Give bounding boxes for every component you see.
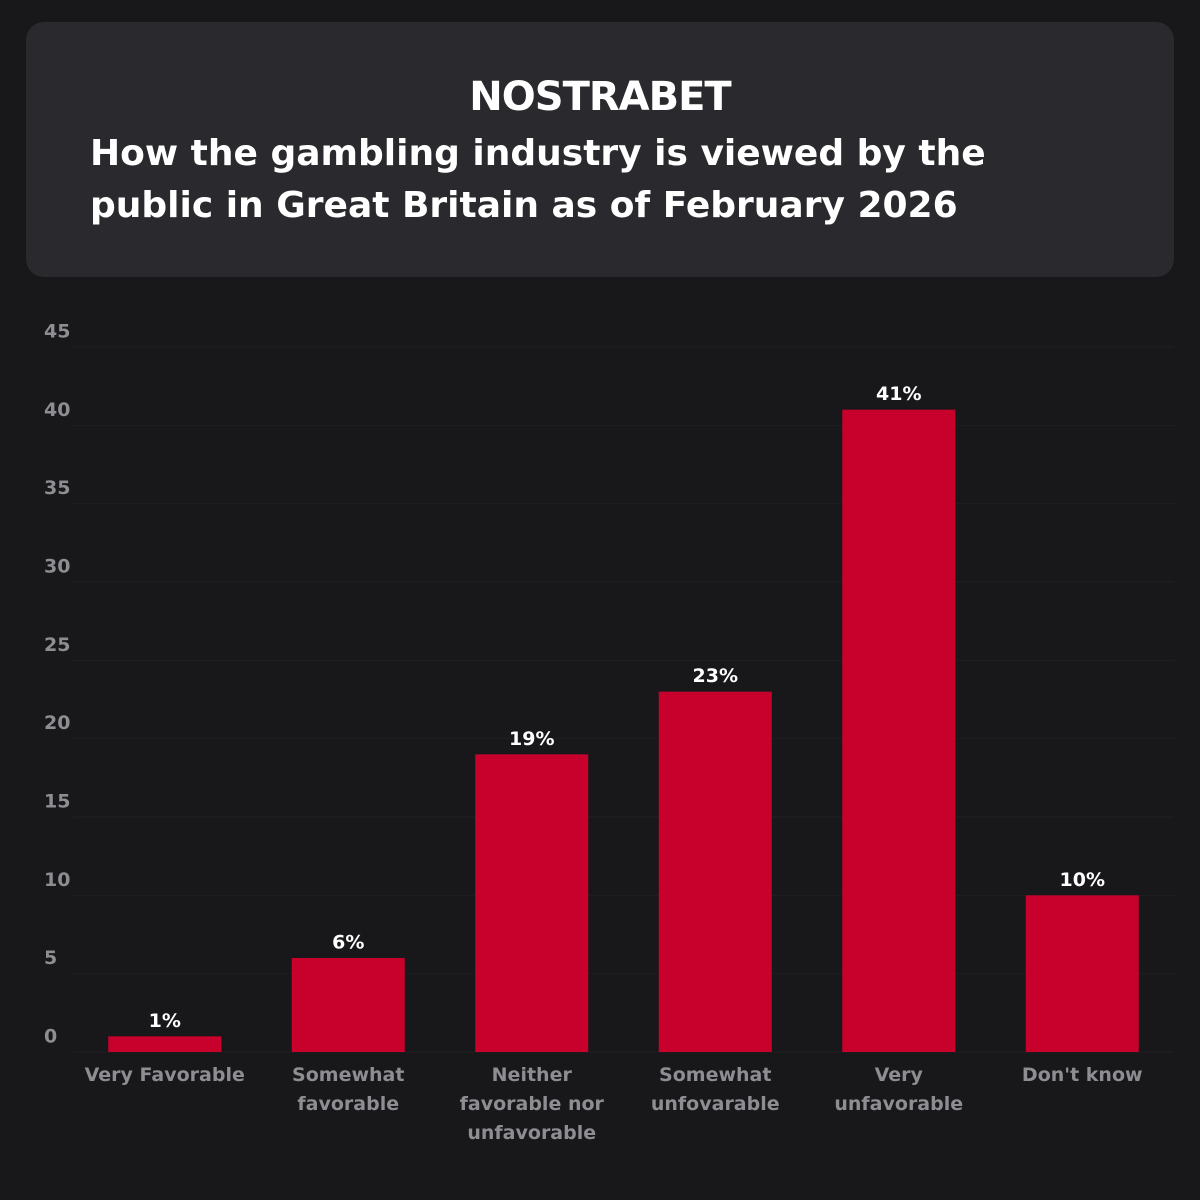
bar xyxy=(1025,895,1139,1052)
chart-title: How the gambling industry is viewed by t… xyxy=(90,133,986,226)
value-label: 10% xyxy=(1060,869,1105,891)
y-tick-label: 0 xyxy=(44,1026,57,1048)
x-tick-label: Very Favorable xyxy=(84,1064,245,1086)
brand-logo: NOSTRABET xyxy=(469,74,731,120)
y-tick-label: 15 xyxy=(44,791,70,813)
bar xyxy=(108,1036,222,1052)
y-tick-label: 20 xyxy=(44,712,70,734)
value-label: 6% xyxy=(332,932,364,954)
x-tick-label: Neither favorable nor unfavorable xyxy=(459,1064,604,1144)
bar xyxy=(842,409,956,1053)
y-tick-label: 40 xyxy=(44,399,70,421)
x-tick-label: Somewhat unfovarable xyxy=(650,1064,780,1115)
x-tick-label: Very unfavorable xyxy=(834,1064,964,1115)
value-label: 41% xyxy=(876,383,921,405)
bar xyxy=(475,754,589,1052)
value-label: 19% xyxy=(509,728,554,750)
header: NOSTRABET How the gambling industry is v… xyxy=(26,22,1174,277)
bar xyxy=(658,691,772,1052)
value-label: 23% xyxy=(693,665,738,687)
bar xyxy=(291,958,405,1052)
y-tick-label: 10 xyxy=(44,869,70,891)
x-tick-label: Don't know xyxy=(1021,1064,1143,1086)
y-tick-label: 30 xyxy=(44,556,70,578)
y-tick-label: 5 xyxy=(44,947,57,969)
y-tick-label: 35 xyxy=(44,477,70,499)
y-tick-label: 45 xyxy=(44,321,70,343)
x-tick-label: Somewhat favorable xyxy=(292,1064,405,1115)
y-tick-label: 25 xyxy=(44,634,70,656)
value-label: 1% xyxy=(149,1010,181,1032)
